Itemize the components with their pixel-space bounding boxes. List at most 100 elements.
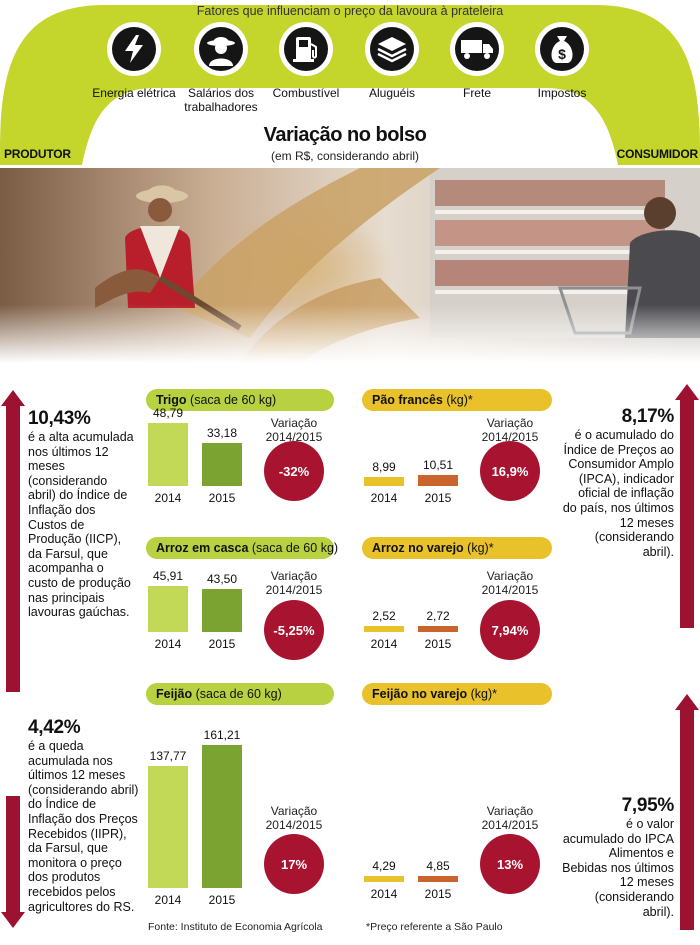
panel-title: Arroz em casca: [156, 541, 249, 555]
bar-value-label: 137,77: [149, 749, 187, 764]
variation-badge: 16,9%: [480, 441, 540, 501]
variation-badge: -5,25%: [264, 600, 324, 660]
up-arrow-head: [675, 694, 699, 710]
pao-frances-header: Pão francês (kg)*: [362, 389, 552, 411]
down-arrow-bar: [6, 796, 20, 914]
panel-title: Feijão no varejo: [372, 687, 468, 701]
factor-freight: Frete: [422, 22, 532, 100]
ipca-text: é o acumulado do Índice de Preços ao Con…: [562, 428, 674, 559]
page-title: Variação no bolso: [263, 124, 427, 146]
lightning-icon: [112, 27, 156, 71]
bar-value-label: 43,50: [206, 571, 238, 586]
bar-2014: [364, 876, 404, 882]
panel-unit: (saca de 60 kg): [192, 687, 282, 701]
factor-label: Aluguéis: [368, 86, 416, 100]
truck-icon: [455, 27, 499, 71]
worker-icon: [199, 27, 243, 71]
factor-salaries: Salários dos trabalhadores: [166, 22, 276, 114]
down-arrow-head: [1, 912, 25, 928]
arch-title: Fatores que influenciam o preço da lavou…: [196, 4, 504, 18]
year-label: 2015: [208, 637, 236, 651]
bar-2015: [202, 442, 242, 486]
stack-icon: [370, 27, 414, 71]
bar-value-label: 161,21: [203, 728, 241, 743]
variation-label: Variação 2014/2015: [481, 569, 539, 597]
panel-title: Trigo: [156, 393, 187, 407]
ipca-value: 8,17%: [621, 406, 675, 427]
ipca-food-text: é o valor acumulado do IPCA Alimentos e …: [562, 817, 674, 919]
variation-badge: 13%: [480, 834, 540, 894]
year-label: 2014: [370, 887, 398, 901]
factor-taxes: $ Impostos: [507, 22, 617, 100]
year-label: 2015: [208, 893, 236, 907]
year-label: 2015: [424, 637, 452, 651]
bar-2015: [418, 626, 458, 632]
price-note: *Preço referente a São Paulo: [366, 921, 503, 933]
feijao-no-varejo-header: Feijão no varejo (kg)*: [362, 683, 552, 705]
bar-value-label: 2,52: [372, 609, 396, 623]
producer-label: PRODUTOR: [4, 147, 71, 161]
arroz-no-varejo-header: Arroz no varejo (kg)*: [362, 537, 552, 559]
factor-label: Combustível: [272, 86, 340, 100]
factor-energy: Energia elétrica: [79, 22, 189, 100]
bar-value-label: 4,85: [426, 859, 450, 873]
right-note-2: 7,95% é o valor acumulado do IPCA Alimen…: [562, 795, 674, 919]
bar-2015: [202, 588, 242, 632]
factor-label: Salários dos trabalhadores: [184, 86, 258, 114]
right-note-1: 8,17% é o acumulado do Índice de Preços …: [562, 406, 674, 559]
factor-label: Frete: [462, 86, 491, 100]
up-arrow-bar: [6, 404, 20, 692]
bar-2015: [418, 876, 458, 882]
left-note-2: 4,42% é a queda acumulada nos últimos 12…: [28, 717, 140, 914]
panel-unit: (saca de 60 kg): [248, 541, 339, 555]
panel-unit: (kg)*: [463, 541, 494, 555]
bar-value-label: 48,79: [152, 405, 184, 420]
feijao-header: Feijão (saca de 60 kg): [146, 683, 334, 705]
year-label: 2014: [154, 491, 182, 505]
variation-label: Variação 2014/2015: [481, 804, 539, 832]
bar-2014: [364, 626, 404, 632]
up-arrow-bar: [680, 398, 694, 628]
bar-2014: [148, 766, 188, 888]
up-arrow-head: [1, 390, 25, 406]
panel-title: Feijão: [156, 687, 193, 701]
year-label: 2014: [154, 893, 182, 907]
panel-title: Arroz no varejo: [372, 541, 464, 555]
source-note: Fonte: Instituto de Economia Agrícola: [148, 921, 323, 933]
page-subtitle: (em R$, considerando abril): [270, 149, 420, 163]
factor-rent: Aluguéis: [337, 22, 447, 100]
variation-label: Variação 2014/2015: [265, 416, 323, 444]
variation-badge: 7,94%: [480, 600, 540, 660]
panel-title: Pão francês: [372, 393, 443, 407]
iipr-text: é a queda acumulada nos últimos 12 meses…: [28, 739, 139, 914]
variation-label: Variação 2014/2015: [481, 416, 539, 444]
year-label: 2014: [370, 491, 398, 505]
variation-label: Variação 2014/2015: [265, 569, 323, 597]
bar-value-label: 10,51: [422, 458, 454, 473]
bar-value-label: 45,91: [152, 569, 184, 584]
iicp-value: 10,43%: [28, 408, 91, 429]
panel-unit: (saca de 60 kg): [186, 393, 277, 407]
bar-2015: [418, 475, 458, 486]
year-label: 2014: [370, 637, 398, 651]
year-label: 2015: [424, 887, 452, 901]
bar-2015: [202, 745, 242, 888]
left-note-1: 10,43% é a alta acumulada nos últimos 12…: [28, 408, 134, 620]
year-label: 2015: [208, 491, 236, 505]
header-arch: [0, 5, 700, 165]
factor-fuel: Combustível: [251, 22, 361, 100]
money-bag-icon: $: [540, 27, 584, 71]
trigo-header: Trigo (saca de 60 kg): [146, 389, 334, 411]
bar-value-label: 33,18: [206, 425, 238, 440]
iipr-value: 4,42%: [28, 717, 81, 738]
bar-2014: [148, 586, 188, 632]
consumer-label: CONSUMIDOR: [616, 147, 699, 161]
arroz-em-casca-header: Arroz em casca (saca de 60 kg): [146, 537, 338, 559]
ipca-food-value: 7,95%: [621, 795, 675, 816]
bar-2014: [364, 477, 404, 486]
year-label: 2015: [424, 491, 452, 505]
bar-value-label: 4,29: [372, 859, 396, 873]
svg-text:$: $: [558, 46, 566, 62]
factor-label: Energia elétrica: [92, 86, 176, 100]
farmer-and-supermarket-photo: [0, 168, 700, 363]
